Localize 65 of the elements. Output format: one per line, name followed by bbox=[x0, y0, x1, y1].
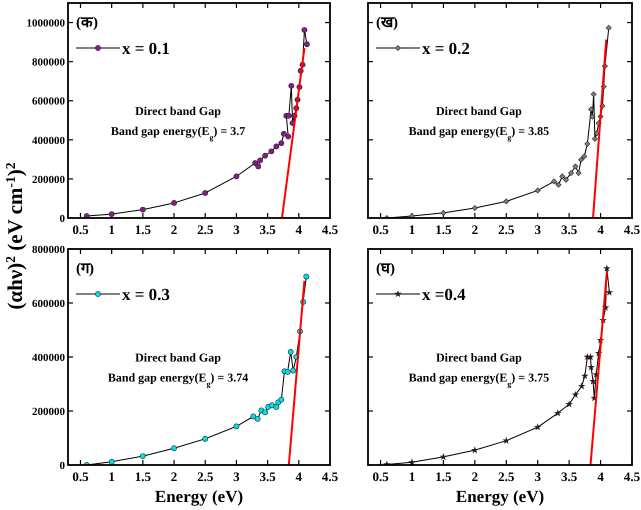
x-tick-label: 4 bbox=[296, 222, 303, 237]
y-tick-label: 400000 bbox=[32, 352, 66, 364]
x-tick-label: 1.5 bbox=[134, 469, 152, 484]
annotation: (घ) bbox=[376, 261, 395, 277]
annotation: (ग) bbox=[76, 261, 94, 277]
x-tick-label: 3 bbox=[233, 469, 240, 484]
x-tick-label: 2 bbox=[170, 469, 178, 484]
annotation: Band gap energy(E$_{g}$) = 3.85 bbox=[408, 124, 550, 142]
x-tick-label: 2.5 bbox=[498, 222, 515, 237]
annotation: Direct band Gap bbox=[135, 104, 222, 118]
x-tick-label: 3.5 bbox=[259, 222, 276, 237]
x-tick-label: 4.5 bbox=[322, 469, 339, 484]
x-tick-label: 3 bbox=[534, 222, 542, 237]
x-tick-label: 4.5 bbox=[624, 222, 641, 237]
y-tick-label: 200000 bbox=[32, 174, 66, 186]
x-tick-label: 2.5 bbox=[498, 469, 515, 484]
x-tick-label: 0.5 bbox=[72, 222, 90, 237]
x-tick-label: 2.5 bbox=[197, 469, 214, 484]
annotation: Band gap energy(E$_{g}$) = 3.7 bbox=[110, 124, 246, 142]
x-tick-label: 3.5 bbox=[561, 222, 578, 237]
x-tick-label: 1.5 bbox=[134, 222, 152, 237]
x-tick-label: 3 bbox=[233, 222, 240, 237]
x-tick-label: 1.5 bbox=[435, 469, 452, 484]
x-tick-label: 2.5 bbox=[197, 222, 214, 237]
annotation: (ख) bbox=[376, 15, 398, 31]
x-axis-title: Energy (eV) bbox=[456, 487, 544, 506]
x-axis-title: Energy (eV) bbox=[154, 487, 244, 506]
y-tick-label: 0 bbox=[60, 213, 66, 225]
y-tick-label: 600000 bbox=[32, 298, 66, 310]
x-tick-label: 0.5 bbox=[372, 469, 390, 484]
x-tick-label: 1 bbox=[408, 222, 416, 237]
y-tick-label: 800000 bbox=[32, 244, 66, 256]
x-tick-label: 4.5 bbox=[624, 469, 641, 484]
x-tick-label: 1.5 bbox=[435, 222, 452, 237]
x-tick-label: 0.5 bbox=[72, 469, 90, 484]
annotation: (क) bbox=[76, 15, 98, 31]
legend-label: x =0.4 bbox=[422, 285, 466, 304]
legend-label: x = 0.3 bbox=[122, 285, 170, 304]
x-tick-label: 1 bbox=[108, 469, 115, 484]
y-tick-label: 600000 bbox=[32, 96, 66, 108]
annotation: Direct band Gap bbox=[135, 350, 222, 364]
y-tick-label: 200000 bbox=[32, 406, 66, 418]
x-tick-label: 0.5 bbox=[372, 222, 390, 237]
y-tick-label: 400000 bbox=[32, 134, 66, 147]
legend-label: x = 0.2 bbox=[422, 39, 470, 58]
x-tick-label: 3.5 bbox=[259, 469, 276, 484]
y-tick-label: 800000 bbox=[32, 56, 66, 69]
annotation: Direct band Gap bbox=[436, 350, 522, 364]
y-tick-label: 1000000 bbox=[26, 18, 66, 30]
x-tick-label: 4.5 bbox=[322, 222, 339, 237]
x-tick-label: 3.5 bbox=[561, 469, 578, 484]
y-tick-label: 0 bbox=[60, 460, 66, 472]
x-tick-label: 1 bbox=[108, 222, 115, 237]
annotation: Direct band Gap bbox=[436, 104, 522, 118]
x-tick-label: 2 bbox=[472, 222, 478, 237]
legend-label: x = 0.1 bbox=[122, 39, 170, 58]
x-tick-label: 4 bbox=[597, 222, 604, 237]
x-tick-label: 4 bbox=[597, 469, 604, 484]
x-tick-label: 4 bbox=[296, 469, 303, 484]
x-tick-label: 2 bbox=[170, 222, 178, 237]
annotation: Band gap energy(E$_{g}$) = 3.75 bbox=[408, 370, 550, 388]
x-tick-label: 3 bbox=[534, 469, 542, 484]
annotation: Band gap energy(E$_{g}$) = 3.74 bbox=[108, 370, 248, 388]
x-tick-label: 2 bbox=[472, 469, 478, 484]
x-tick-label: 1 bbox=[408, 469, 416, 484]
